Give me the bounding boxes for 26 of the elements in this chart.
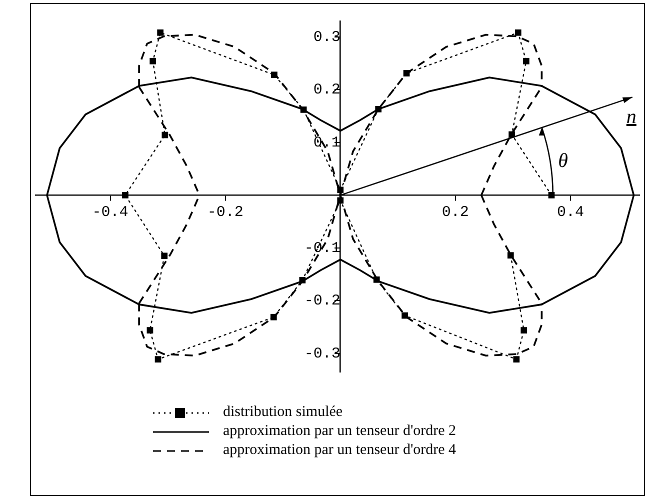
y-tick-label: -0.3 bbox=[304, 345, 340, 362]
x-tick-label: 0.4 bbox=[556, 204, 584, 222]
point bbox=[161, 252, 168, 260]
point bbox=[122, 192, 128, 198]
legend-label: approximation par un tenseur d'ordre 2 bbox=[223, 423, 456, 440]
point bbox=[157, 29, 164, 36]
point bbox=[514, 29, 522, 36]
point bbox=[507, 252, 514, 259]
x-tick-label: -0.4 bbox=[92, 204, 128, 222]
x-tick-label: -0.2 bbox=[207, 204, 244, 222]
point bbox=[146, 327, 154, 334]
point bbox=[154, 356, 162, 363]
annotation: θ bbox=[558, 150, 568, 172]
point bbox=[150, 58, 156, 64]
y-tick-label: 0.2 bbox=[313, 82, 340, 99]
y-tick-label: -0.1 bbox=[304, 240, 340, 257]
point bbox=[162, 132, 168, 138]
legend-label: approximation par un tenseur d'ordre 4 bbox=[223, 442, 456, 459]
point bbox=[520, 327, 528, 334]
point bbox=[513, 356, 520, 363]
y-tick-label: 0.3 bbox=[313, 28, 340, 46]
y-tick-label: -0.2 bbox=[304, 292, 340, 310]
x-tick-label: 0.2 bbox=[442, 204, 469, 222]
annotation: n bbox=[626, 106, 636, 128]
point bbox=[522, 58, 530, 64]
legend-label: distribution simulée bbox=[223, 404, 343, 421]
